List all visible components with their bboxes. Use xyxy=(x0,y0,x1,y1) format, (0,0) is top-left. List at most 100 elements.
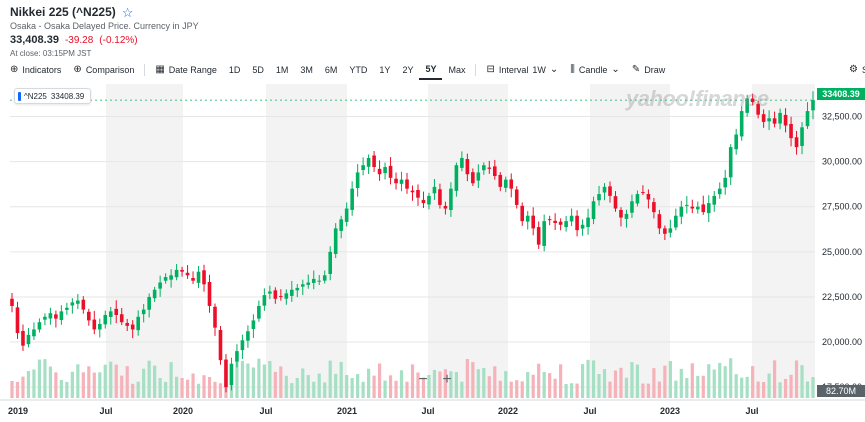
quote-header: Nikkei 225 (^N225) ☆ Osaka - Osaka Delay… xyxy=(10,4,410,58)
candle-body xyxy=(685,204,689,206)
volume-bar xyxy=(120,375,124,398)
candle-body xyxy=(706,203,711,214)
zoom-out-button[interactable]: − xyxy=(418,371,428,388)
range-tab-5y[interactable]: 5Y xyxy=(419,60,443,80)
volume-bar xyxy=(103,364,107,398)
volume-bar xyxy=(10,380,14,398)
candle-body xyxy=(37,322,42,330)
candle-body xyxy=(339,219,343,231)
candle-body xyxy=(405,179,409,189)
candle-body xyxy=(130,324,135,330)
volume-bar xyxy=(345,375,349,398)
candle-body xyxy=(196,271,201,283)
candle-body xyxy=(350,188,354,210)
volume-bar xyxy=(465,359,469,398)
candle-body xyxy=(772,118,777,124)
candle-body xyxy=(322,275,327,281)
series-legend[interactable]: ^N225 33408.39 xyxy=(14,88,92,104)
range-tab-1y[interactable]: 1Y xyxy=(379,65,391,75)
volume-bar xyxy=(762,381,766,398)
settings-button[interactable]: ⚙ Se xyxy=(843,60,865,80)
candle-body xyxy=(641,192,645,194)
volume-bar xyxy=(54,372,58,398)
candle-body xyxy=(169,275,173,280)
price-chart[interactable]: 32,500.00 30,000.00 27,500.00 25,000.00 22,5… xyxy=(0,80,865,422)
volume-bar xyxy=(476,369,480,398)
range-tab-ytd[interactable]: YTD xyxy=(349,65,368,75)
candle-body xyxy=(695,206,700,210)
volume-bar xyxy=(191,373,195,398)
volume-bar xyxy=(515,380,519,398)
chart-toolbar: ⊕ Indicators ⊕ Comparison ▦ Date Range 1… xyxy=(0,60,865,80)
candle-body xyxy=(383,167,387,174)
range-tab-max[interactable]: Max xyxy=(448,65,466,75)
volume-bar xyxy=(92,372,96,398)
chart-type-select[interactable]: ⫼ Candle ⌄ xyxy=(564,60,626,80)
candle-body xyxy=(416,189,420,198)
y-tick-label: 20,000.00 xyxy=(822,337,862,347)
volume-bar xyxy=(43,359,47,398)
range-tab-3m[interactable]: 3M xyxy=(300,65,313,75)
volume-bar xyxy=(427,374,431,398)
candle-body xyxy=(674,215,678,228)
volume-bar xyxy=(131,383,135,398)
candle-body xyxy=(657,214,662,229)
volume-bar xyxy=(613,370,618,398)
candle-body xyxy=(158,282,162,289)
candle-body xyxy=(103,314,108,325)
x-tick-label: 2022 xyxy=(498,406,518,416)
candle-body xyxy=(119,314,124,323)
volume-bar xyxy=(789,374,793,398)
gear-icon: ⚙ xyxy=(849,64,858,75)
indicators-button[interactable]: ⊕ Indicators xyxy=(0,60,67,80)
volume-bar xyxy=(361,381,365,398)
volume-bar xyxy=(350,378,354,398)
candle-body xyxy=(542,221,546,246)
range-tab-5d[interactable]: 5D xyxy=(252,65,264,75)
legend-symbol: ^N225 xyxy=(24,91,47,101)
volume-bar xyxy=(652,368,656,398)
candle-body xyxy=(575,215,579,231)
candle-body xyxy=(273,290,278,299)
candle-body xyxy=(290,289,294,296)
volume-bar xyxy=(794,360,799,398)
interval-select[interactable]: ⊟ Interval 1W ⌄ xyxy=(480,60,564,80)
comparison-label: Comparison xyxy=(85,65,135,75)
volume-bar xyxy=(663,365,667,398)
range-tab-6m[interactable]: 6M xyxy=(324,65,338,75)
candle-body xyxy=(43,316,47,320)
date-range-button[interactable]: ▦ Date Range xyxy=(149,60,223,80)
volume-bar xyxy=(575,383,579,398)
candle-body xyxy=(438,189,442,205)
volume-bar xyxy=(718,362,722,398)
candle-body xyxy=(421,199,426,204)
candle-body xyxy=(756,103,760,115)
candle-body xyxy=(388,165,393,178)
range-tab-2y[interactable]: 2Y xyxy=(402,65,414,75)
volume-bar xyxy=(449,371,453,398)
candle-body xyxy=(92,319,97,330)
volume-bar xyxy=(542,372,546,398)
zoom-controls: − + xyxy=(414,371,456,389)
current-price: 33,408.39 xyxy=(10,34,59,46)
volume-bar xyxy=(164,381,168,398)
candle-body xyxy=(306,282,311,285)
star-icon[interactable]: ☆ xyxy=(121,4,134,20)
price-change: -39.28 xyxy=(64,35,94,46)
range-tab-1m[interactable]: 1M xyxy=(275,65,289,75)
candle-body xyxy=(394,178,398,184)
volume-bar xyxy=(377,363,382,398)
candle-body xyxy=(794,137,799,148)
range-tab-1d[interactable]: 1D xyxy=(228,65,241,75)
candle-body xyxy=(311,278,316,283)
candle-body xyxy=(471,172,475,184)
draw-button[interactable]: ✎ Draw xyxy=(626,60,671,80)
candle-body xyxy=(257,305,261,319)
volume-bar xyxy=(109,361,113,398)
comparison-button[interactable]: ⊕ Comparison xyxy=(67,60,140,80)
candle-body xyxy=(509,179,514,189)
interval-value: 1W xyxy=(532,65,546,75)
zoom-in-button[interactable]: + xyxy=(442,371,452,388)
candle-body xyxy=(739,111,744,137)
candle-body xyxy=(235,351,239,362)
